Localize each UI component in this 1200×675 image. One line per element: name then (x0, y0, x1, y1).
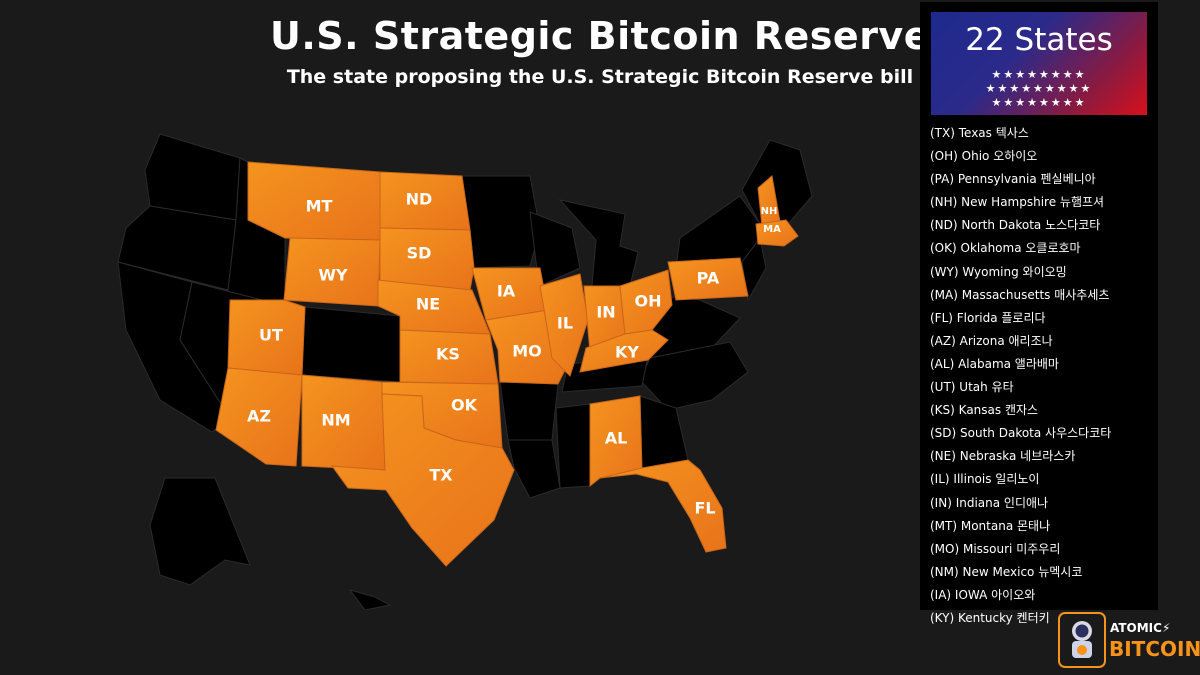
state-il (539, 273, 589, 377)
label-il: IL (557, 314, 573, 333)
label-ks: KS (436, 345, 460, 364)
state-sd (379, 227, 475, 291)
list-item: (UT) Utah 유타 (930, 380, 1014, 395)
label-fl: FL (694, 499, 715, 518)
list-item: (MA) Massachusetts 매사추세츠 (930, 287, 1110, 302)
state-wi (529, 211, 581, 287)
list-item: (PA) Pennsylvania 펜실베니아 (930, 172, 1096, 187)
page-subtitle: The state proposing the U.S. Strategic B… (286, 66, 914, 88)
label-al: AL (605, 429, 628, 448)
label-mo: MO (512, 342, 542, 361)
state-or (117, 205, 237, 291)
state-ut (227, 299, 306, 376)
page-title: U.S. Strategic Bitcoin Reserve (270, 14, 930, 58)
state-ak (149, 477, 251, 586)
list-item: (TX) Texas 텍사스 (930, 126, 1029, 140)
label-ok: OK (451, 396, 478, 415)
label-nd: ND (406, 190, 433, 209)
label-oh: OH (635, 292, 662, 311)
states-count-title: 22 States (965, 22, 1113, 58)
state-oh (619, 269, 673, 335)
state-hi (348, 589, 392, 611)
label-ut: UT (259, 326, 283, 345)
logo-text-atomic: ATOMIC⚡ (1110, 621, 1171, 635)
label-wy: WY (318, 266, 348, 285)
label-ky: KY (615, 343, 639, 362)
state-pa (667, 257, 749, 301)
list-item: (IA) IOWA 아이오와 (930, 587, 1036, 602)
state-tx (330, 393, 515, 567)
list-item: (ND) North Dakota 노스다코타 (930, 218, 1101, 233)
list-item: (MO) Missouri 미주우리 (930, 541, 1061, 556)
state-az (215, 367, 303, 467)
us-map: MT ND NH MA SD WY NE IA PA IN OH IL UT K… (117, 133, 813, 611)
list-item: (OK) Oklahoma 오클로호마 (930, 241, 1081, 256)
list-item: (NH) New Hampshire 뉴햄프셔 (930, 195, 1105, 210)
state-labels: MT ND NH MA SD WY NE IA PA IN OH IL UT K… (247, 190, 781, 518)
list-item: (MT) Montana 몬태나 (930, 518, 1051, 533)
list-item: (KS) Kansas 캔자스 (930, 403, 1039, 418)
state-la (507, 439, 561, 499)
label-mt: MT (306, 197, 333, 216)
list-item: (SD) South Dakota 사우스다코타 (930, 426, 1112, 441)
astronaut-mascot-icon (1058, 612, 1106, 668)
list-item: (NE) Nebraska 네브라스카 (930, 449, 1076, 464)
label-tx: TX (429, 466, 453, 485)
state-list-panel: 22 States ★★★★★★★★ ★★★★★★★★★ ★★★★★★★★ (T… (920, 2, 1158, 625)
label-nm: NM (321, 411, 350, 430)
state-co (301, 306, 401, 383)
star-row: ★★★★★★★★ (991, 68, 1087, 81)
star-rows: ★★★★★★★★ ★★★★★★★★★ ★★★★★★★★ (931, 68, 1147, 110)
state-ar (499, 381, 559, 441)
states-count-badge: 22 States ★★★★★★★★ ★★★★★★★★★ ★★★★★★★★ (931, 12, 1147, 115)
star-row: ★★★★★★★★★ (985, 82, 1093, 95)
state-mi (558, 199, 639, 287)
label-ia: IA (497, 282, 516, 301)
state-ma (755, 219, 799, 247)
label-ne: NE (416, 295, 440, 314)
list-item: (IL) Illinois 일리노이 (930, 472, 1040, 487)
label-in: IN (596, 303, 615, 322)
list-item: (OH) Ohio 오하이오 (930, 149, 1038, 164)
state-fl (599, 459, 727, 553)
list-item: (AZ) Arizona 애리조나 (930, 333, 1053, 348)
list-item: (AL) Alabama 앨라배마 (930, 356, 1059, 371)
list-item: (NM) New Mexico 뉴멕시코 (930, 564, 1083, 579)
label-sd: SD (407, 244, 432, 263)
state-mn (461, 175, 541, 269)
label-nh: NH (761, 206, 778, 217)
list-item: (FL) Florida 플로리다 (930, 310, 1046, 325)
state-ky (579, 329, 669, 373)
label-az: AZ (247, 407, 271, 426)
label-pa: PA (697, 269, 720, 288)
list-item: (KY) Kentucky 켄터키 (930, 610, 1050, 625)
list-item: (WY) Wyoming 와이오밍 (930, 264, 1067, 279)
logo-text-bitcoin: BITCOIN (1109, 637, 1200, 661)
atomic-bitcoin-logo: ATOMIC⚡ BITCOIN (1058, 612, 1200, 670)
label-ma: MA (763, 224, 781, 235)
star-row: ★★★★★★★★ (991, 96, 1087, 109)
list-item: (IN) Indiana 인디애나 (930, 495, 1049, 510)
proposing-states (215, 161, 799, 567)
state-list: (TX) Texas 텍사스 (OH) Ohio 오하이오 (PA) Penns… (930, 122, 1111, 630)
state-ms (555, 403, 591, 489)
